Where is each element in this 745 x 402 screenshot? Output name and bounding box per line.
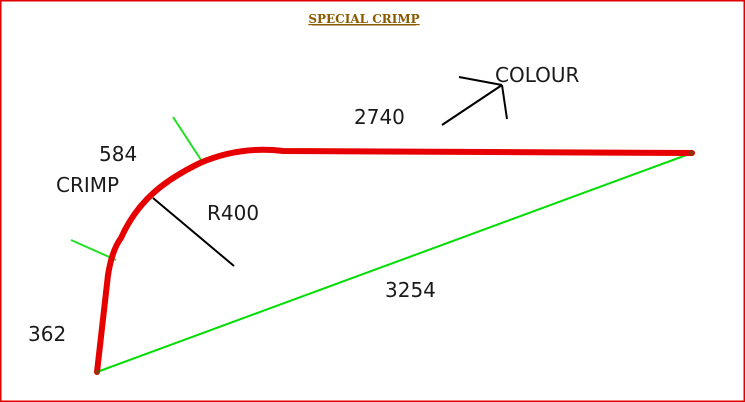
crimp-length-label: 584 <box>99 142 137 166</box>
crimp-end-tick <box>172 116 204 164</box>
crimp-label: CRIMP <box>56 173 119 197</box>
radius-label: R400 <box>207 201 259 225</box>
bottom-length-label: 362 <box>28 322 66 346</box>
diagonal-length-label: 3254 <box>385 278 436 302</box>
profile-end-dot-right <box>688 150 694 156</box>
profile-end-dot-bottom <box>94 369 100 375</box>
sheet-profile <box>94 146 695 375</box>
diagonal-dimension-line <box>96 152 693 373</box>
radius-leader-line <box>152 197 235 267</box>
colour-side-arrow <box>441 76 508 126</box>
top-length-label: 2740 <box>354 105 405 129</box>
colour-label: COLOUR <box>495 63 580 87</box>
drawing-title: SPECIAL CRIMP <box>308 12 419 26</box>
crimp-start-tick <box>70 239 117 261</box>
